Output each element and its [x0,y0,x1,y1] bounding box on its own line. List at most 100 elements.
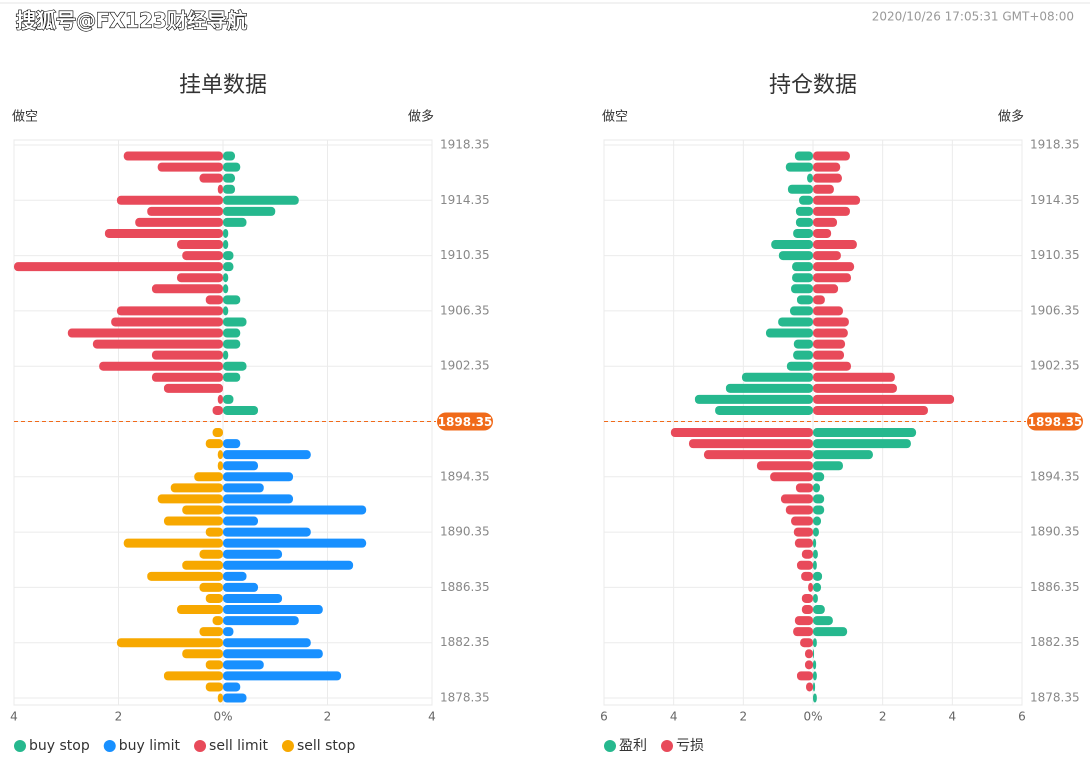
bar [223,627,234,637]
x-tick-label: 6 [600,710,608,724]
bar [223,483,264,493]
bar [170,483,223,493]
x-tick-label: 4 [949,710,957,724]
x-tick-label: 6 [1018,710,1026,724]
bar [813,616,833,626]
y-tick-label: 1894.35 [440,469,490,483]
bar [223,494,294,504]
bar [796,295,813,305]
bar [212,616,223,626]
bar [223,184,236,194]
side-label: 做多 [998,109,1024,125]
y-tick-label: 1902.35 [1030,359,1080,373]
bar [116,195,223,205]
legend-marker [604,740,616,752]
bar [151,284,223,294]
bar [223,560,354,570]
bar [157,162,223,172]
legend-marker [103,740,116,752]
bar [223,660,264,670]
bar [177,273,223,283]
x-tick-label: 0% [213,710,232,724]
bar [813,516,822,526]
bar [813,306,843,316]
bar [813,483,820,493]
bar [157,494,223,504]
bar [223,538,367,548]
bar [205,660,223,670]
bar [800,638,813,648]
bar [813,693,817,703]
bar [813,428,917,438]
bar [786,361,813,371]
y-tick-label: 1882.35 [1030,635,1080,649]
bar [813,593,818,603]
bar [806,682,813,692]
bar [790,306,813,316]
bar [223,162,241,172]
bar [205,593,223,603]
bar [813,549,818,559]
bar [223,450,311,460]
bar [217,394,223,404]
legend-label: sell limit [209,738,268,754]
legend-marker [281,740,294,752]
bar [813,372,895,382]
bar [223,151,236,161]
bar [703,450,813,460]
bar [807,173,813,183]
bar [813,228,832,238]
bar [813,627,848,637]
bar [795,217,813,227]
bar [151,350,223,360]
legend-marker [194,740,207,752]
bar [212,405,223,415]
bar [116,306,223,316]
bar [813,538,817,548]
y-tick-label: 1902.35 [440,359,490,373]
bar [217,461,223,471]
x-tick-label: 4 [670,710,678,724]
current-price-badge [1027,412,1083,431]
x-tick-label: 2 [740,710,748,724]
bar [813,605,825,615]
bar [116,638,223,648]
y-tick-label: 1914.35 [440,193,490,207]
bar [813,383,897,393]
bar [223,372,241,382]
bar [99,361,223,371]
bar [147,206,223,216]
bar [725,383,813,393]
bar [199,549,223,559]
bar [182,560,223,570]
bar [813,361,851,371]
bar [217,450,223,460]
bar [223,472,294,482]
bar [223,350,229,360]
bar [813,339,846,349]
bar [163,383,223,393]
bar [808,582,813,592]
legend-marker [661,740,673,752]
legend-label: buy stop [29,738,90,754]
bar [223,505,367,515]
bar [123,151,223,161]
bar [780,494,813,504]
bar [223,649,323,659]
bar [778,251,813,261]
bar [104,228,223,238]
bar [804,660,813,670]
bar [182,649,223,659]
bar [793,339,813,349]
bar [813,273,851,283]
bar [801,571,813,581]
x-tick-label: 2 [324,710,332,724]
bar [223,527,311,537]
bar [205,439,223,449]
bar [795,206,813,216]
bar [92,339,224,349]
bar [223,262,234,272]
bar [793,350,813,360]
bar [771,240,813,250]
